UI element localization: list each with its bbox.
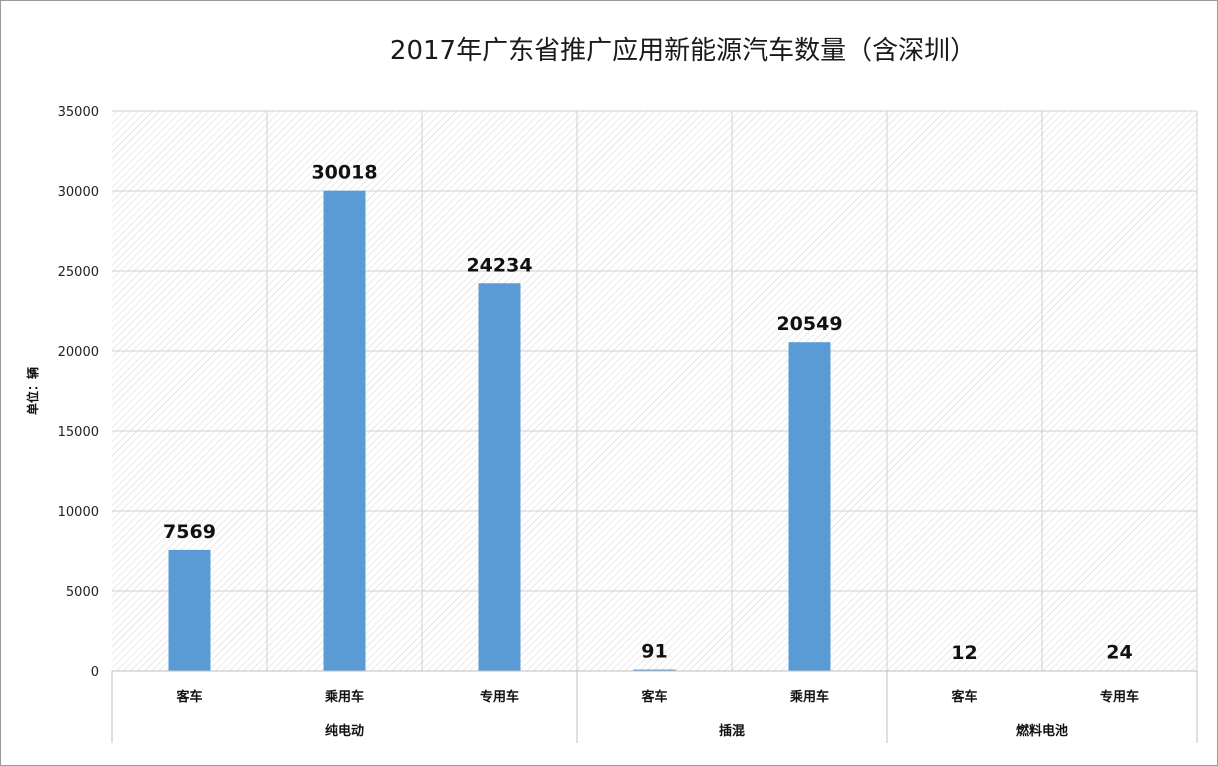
y-tick-label: 0 (91, 665, 99, 680)
x-category-label: 专用车 (1100, 689, 1139, 705)
y-tick-label: 20000 (58, 345, 99, 360)
x-category-label: 乘用车 (789, 689, 829, 705)
data-label: 12 (951, 642, 977, 664)
data-label: 91 (641, 641, 667, 663)
grid-lines (112, 110, 1198, 672)
x-category-label: 乘用车 (324, 689, 364, 705)
plot-area (112, 111, 1197, 671)
data-label: 24234 (466, 254, 532, 276)
x-group-label: 插混 (719, 723, 745, 739)
y-tick-label: 10000 (58, 505, 99, 520)
y-tick-label: 25000 (58, 265, 99, 280)
y-tick-label: 30000 (58, 185, 99, 200)
y-axis-ticks: 0 5000 10000 15000 20000 25000 30000 35000 (58, 105, 99, 680)
bar (788, 342, 831, 671)
bars: 7569 30018 24234 91 20549 12 24 (163, 162, 1141, 671)
chart-title: 2017年广东省推广应用新能源汽车数量（含深圳） (390, 36, 976, 66)
bar (168, 549, 211, 671)
y-axis-label: 单位：辆 (25, 367, 40, 415)
y-tick-label: 5000 (66, 585, 99, 600)
x-category-label: 客车 (176, 689, 202, 705)
bar (478, 283, 521, 671)
data-label: 20549 (776, 313, 842, 335)
bar (633, 669, 676, 671)
data-label: 7569 (163, 521, 216, 543)
data-label: 30018 (311, 162, 377, 184)
x-category-label: 客车 (641, 689, 667, 705)
data-label: 24 (1106, 642, 1132, 664)
x-group-label: 燃料电池 (1016, 723, 1068, 739)
x-category-label: 客车 (951, 689, 977, 705)
x-group-label: 纯电动 (325, 723, 364, 739)
y-tick-label: 15000 (58, 425, 99, 440)
y-tick-label: 35000 (58, 105, 99, 120)
x-category-label: 专用车 (480, 689, 519, 705)
bar (323, 190, 366, 671)
